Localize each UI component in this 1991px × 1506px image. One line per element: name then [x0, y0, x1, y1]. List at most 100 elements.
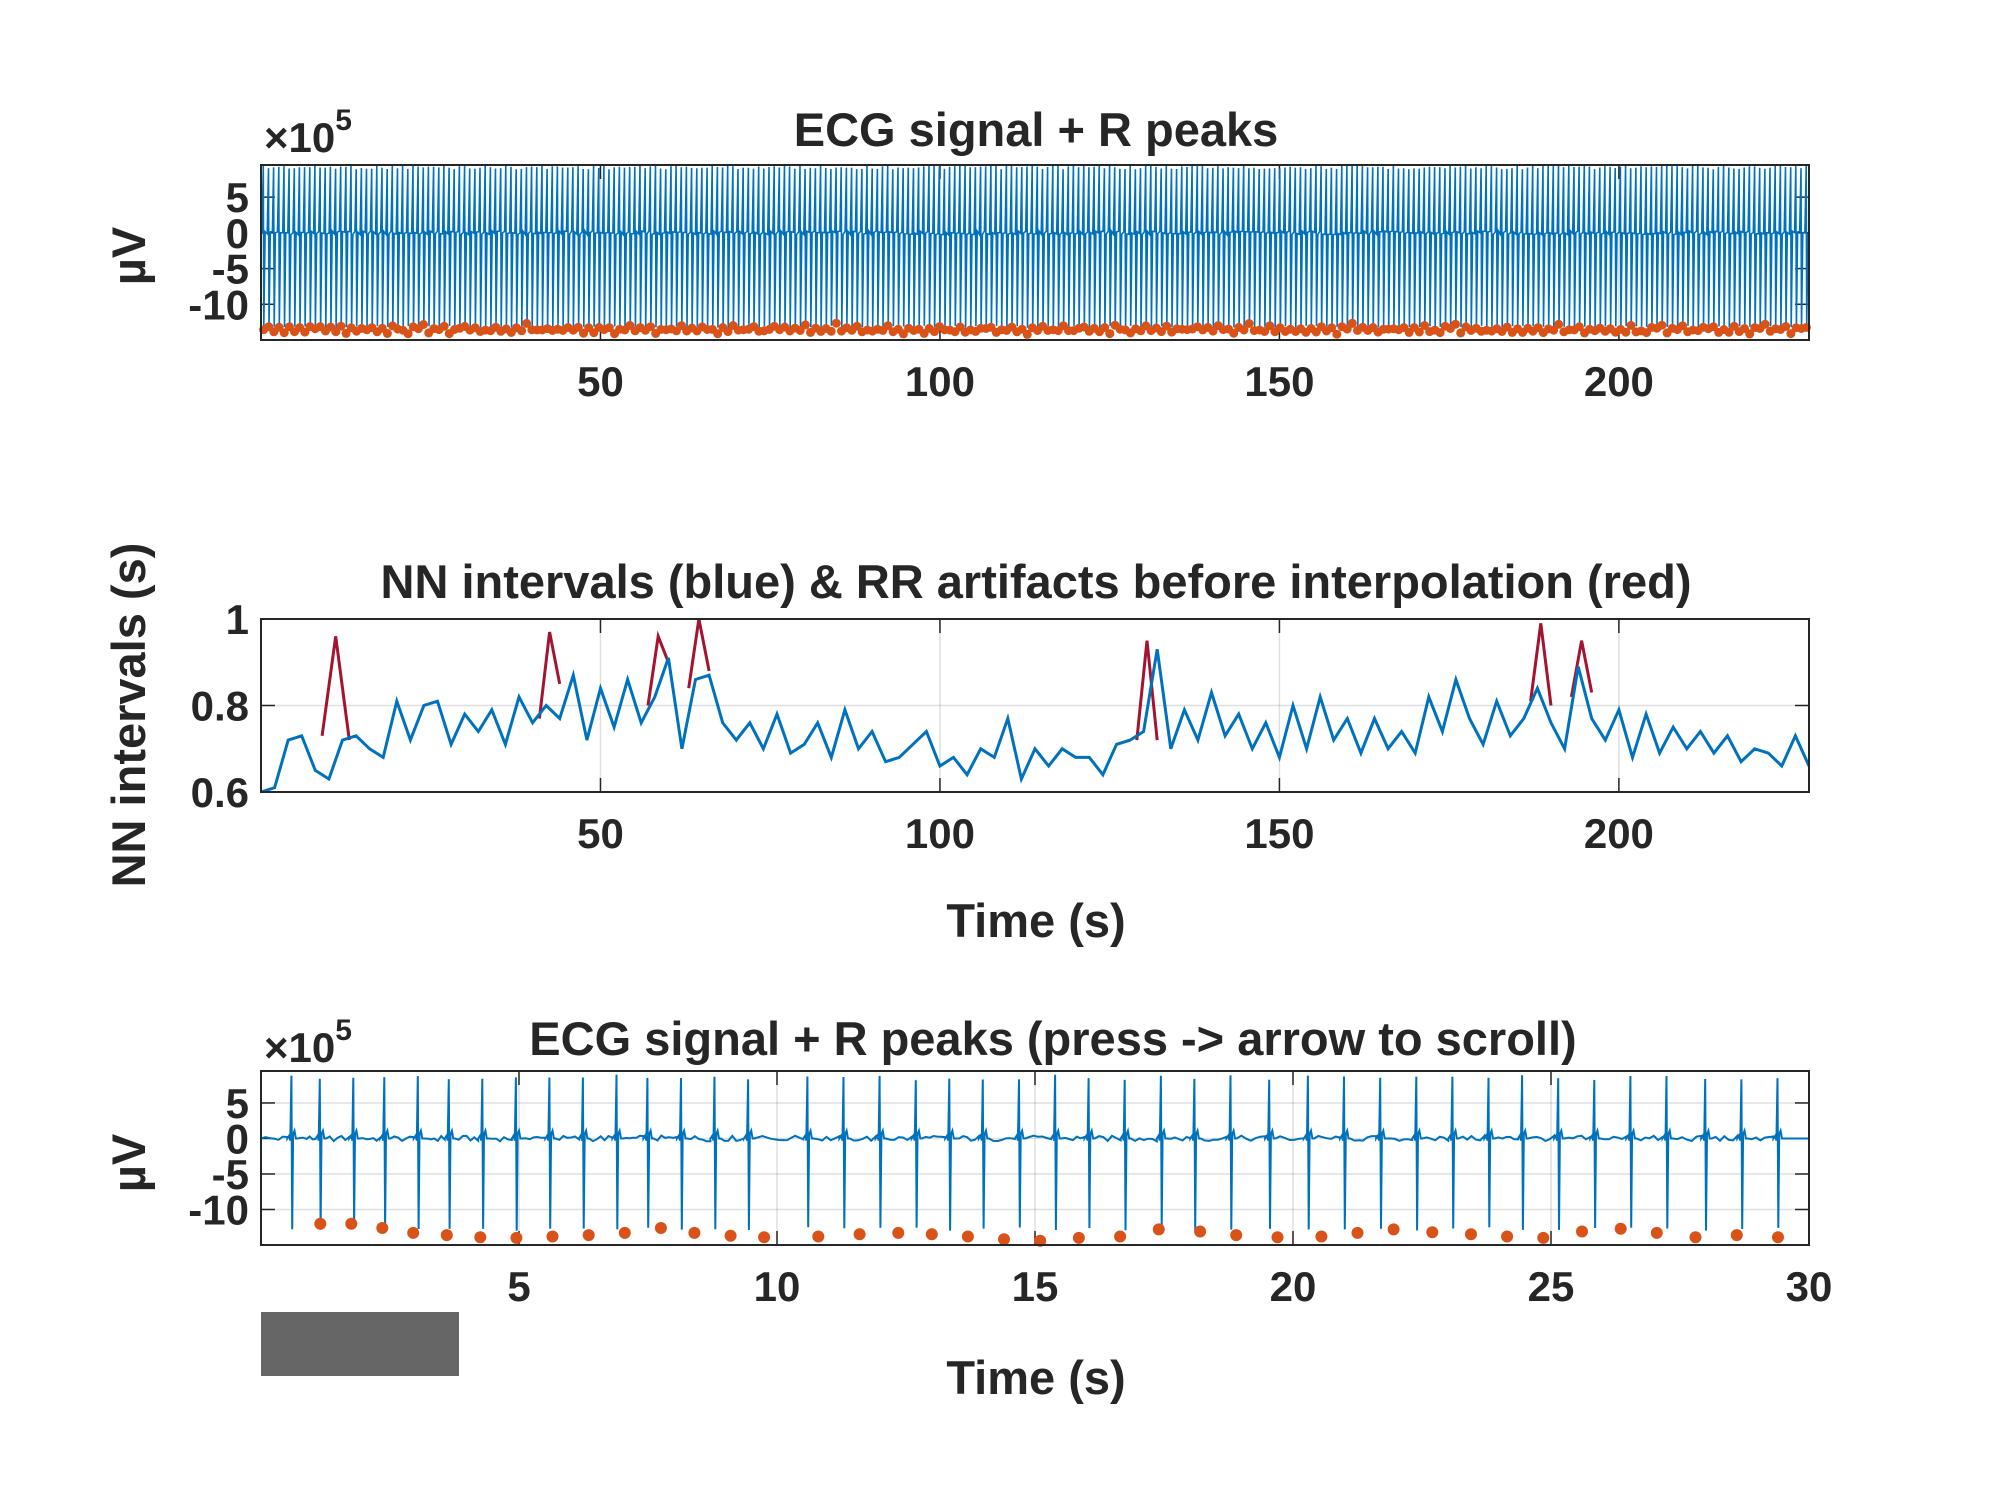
rpeak-point-30: [1426, 1226, 1439, 1239]
rpeak-point-14: [812, 1230, 825, 1243]
rpeak-point-24: [1194, 1225, 1207, 1238]
ytick-label-1: 0: [226, 1115, 249, 1162]
rr-artifact-5: [1529, 623, 1553, 706]
rpeak-point: [1162, 321, 1172, 331]
rpeak-point: [1724, 327, 1734, 337]
ytick-label-1: 0.8: [191, 683, 249, 730]
rpeak-point: [1260, 327, 1270, 336]
rpeak-point-18: [961, 1230, 974, 1243]
panel1-yticks: 50-5-10: [188, 174, 249, 328]
ytick-label-0: 1: [226, 596, 249, 643]
plot-background: [261, 165, 1809, 340]
panel1-ylabel: µV: [102, 226, 155, 285]
panel1-plot-area: [259, 164, 1811, 341]
rpeak-point-16: [892, 1226, 905, 1239]
panel3-exponent-power: 5: [335, 1014, 352, 1047]
rpeak-point-13: [758, 1231, 771, 1244]
rpeak-point: [279, 328, 289, 338]
rpeak-point: [898, 329, 908, 339]
ytick-label-2: 0.6: [191, 769, 249, 816]
rpeak-point: [713, 329, 723, 339]
panel2-ylabel: NN intervals (s): [102, 543, 155, 888]
rpeak-point-36: [1650, 1226, 1663, 1239]
panel1-xticks: 50 100 150 200: [577, 358, 1654, 405]
rpeak-point: [831, 318, 841, 328]
ytick-label-2: -5: [212, 246, 249, 293]
rpeak-point: [419, 320, 428, 329]
rpeak-point: [1420, 321, 1430, 330]
panel3-ylabel: µV: [102, 1133, 155, 1192]
rpeak-point-10: [654, 1222, 667, 1234]
rr-artifact-4: [1135, 640, 1159, 741]
xtick-label-0: 50: [577, 810, 624, 857]
panel3-exponent-base: ×10: [264, 1024, 335, 1071]
rpeak-point-15: [853, 1228, 866, 1241]
ytick-label-2: -5: [212, 1151, 249, 1198]
rpeak-point-3: [407, 1226, 420, 1239]
rpeak-point-39: [1772, 1231, 1784, 1244]
rpeak-point: [1549, 325, 1559, 335]
plot-border: [260, 1070, 1810, 1246]
xtick-label-3: 200: [1584, 810, 1654, 857]
rpeak-point: [1786, 329, 1796, 339]
rpeak-point-2: [376, 1222, 389, 1234]
ytick-label-0: 5: [226, 174, 249, 221]
ytick-label-1: 0: [226, 210, 249, 257]
rpeak-point: [1657, 320, 1667, 330]
xtick-label-1: 100: [905, 358, 975, 405]
rpeak-point: [883, 321, 893, 331]
rpeak-point: [1456, 328, 1466, 338]
rpeak-point-26: [1271, 1231, 1284, 1244]
rpeak-point: [1621, 327, 1631, 337]
scroll-slider[interactable]: [261, 1312, 459, 1376]
plot-border: [260, 164, 1810, 341]
rpeak-point: [382, 329, 392, 338]
rpeak-point-0: [314, 1217, 327, 1230]
rpeak-point-25: [1230, 1229, 1243, 1242]
rpeak-point: [1678, 321, 1688, 331]
panel3-xlabel: Time (s): [946, 1351, 1125, 1404]
panel3-exponent: ×105: [264, 1014, 352, 1071]
ecg-signal-line: [260, 164, 1809, 328]
xtick-label-3: 20: [1270, 1263, 1317, 1310]
rpeak-point-38: [1730, 1229, 1743, 1242]
rpeak-point-29: [1387, 1223, 1400, 1236]
rpeak-point: [1342, 324, 1352, 334]
panel2-yticks: 1 0.8 0.6: [191, 596, 249, 816]
rpeak-point: [1327, 323, 1337, 333]
panel-ecg-overview: ECG signal + R peaks ×105 µV 50 100 150 200…: [102, 103, 1811, 405]
rpeak-point-34: [1576, 1225, 1588, 1238]
xtick-label-0: 5: [507, 1263, 530, 1310]
plot-background: [261, 1071, 1809, 1245]
rpeak-point: [646, 322, 656, 332]
rr-artifact-2: [646, 630, 670, 706]
rpeak-point-35: [1614, 1222, 1627, 1235]
rpeak-point-27: [1315, 1230, 1328, 1243]
rpeak-point-8: [582, 1229, 595, 1242]
rpeak-point-21: [1072, 1231, 1085, 1244]
rpeak-point: [439, 321, 449, 331]
xtick-label-2: 150: [1244, 810, 1314, 857]
xtick-label-1: 10: [754, 1263, 801, 1310]
panel2-xlabel: Time (s): [946, 894, 1125, 947]
rpeak-markers: [314, 1217, 1784, 1247]
rpeak-markers: [259, 318, 1811, 339]
rpeak-point: [573, 322, 583, 332]
rpeak-point: [800, 320, 810, 330]
rpeak-point: [826, 326, 836, 336]
xtick-label-2: 150: [1244, 358, 1314, 405]
rpeak-point-32: [1501, 1230, 1514, 1243]
rpeak-point-37: [1689, 1231, 1702, 1244]
rpeak-point: [723, 327, 733, 337]
panel1-exponent-power: 5: [335, 104, 352, 137]
panel3-yticks: 50-5-10: [188, 1080, 249, 1234]
panel2-xticks: 50 100 150 200: [577, 810, 1654, 857]
rpeak-point-28: [1351, 1226, 1364, 1239]
panel1-title: ECG signal + R peaks: [794, 103, 1279, 156]
panel2-title: NN intervals (blue) & RR artifacts befor…: [381, 555, 1692, 608]
rr-artifact-1: [537, 631, 562, 719]
rpeak-point-17: [925, 1228, 938, 1241]
panel1-exponent-base: ×10: [264, 114, 335, 161]
rpeak-point: [1105, 329, 1115, 339]
